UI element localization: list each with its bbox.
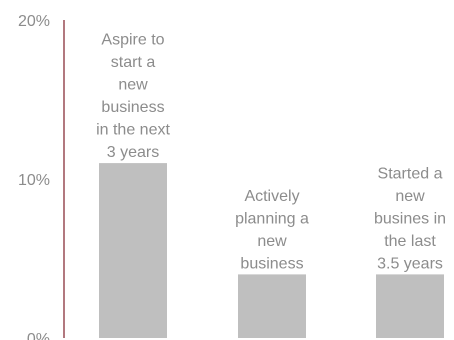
category-labels: Aspire to start a new business in the next 3 …	[96, 32, 446, 273]
bar	[238, 274, 306, 338]
category-label: Aspire to start a new business in the next 3 …	[96, 32, 170, 162]
y-tick-label: 20%	[18, 13, 50, 30]
bar	[99, 163, 167, 338]
y-tick-label: 0%	[27, 331, 50, 340]
y-tick-label: 10%	[18, 172, 50, 189]
bars	[99, 163, 444, 338]
category-label: Actively planning a new business	[235, 188, 309, 273]
bar	[376, 274, 444, 338]
y-axis-ticks: 0% 10% 20%	[18, 13, 50, 340]
category-label: Started a new busines in the last 3.5 years	[374, 165, 446, 272]
